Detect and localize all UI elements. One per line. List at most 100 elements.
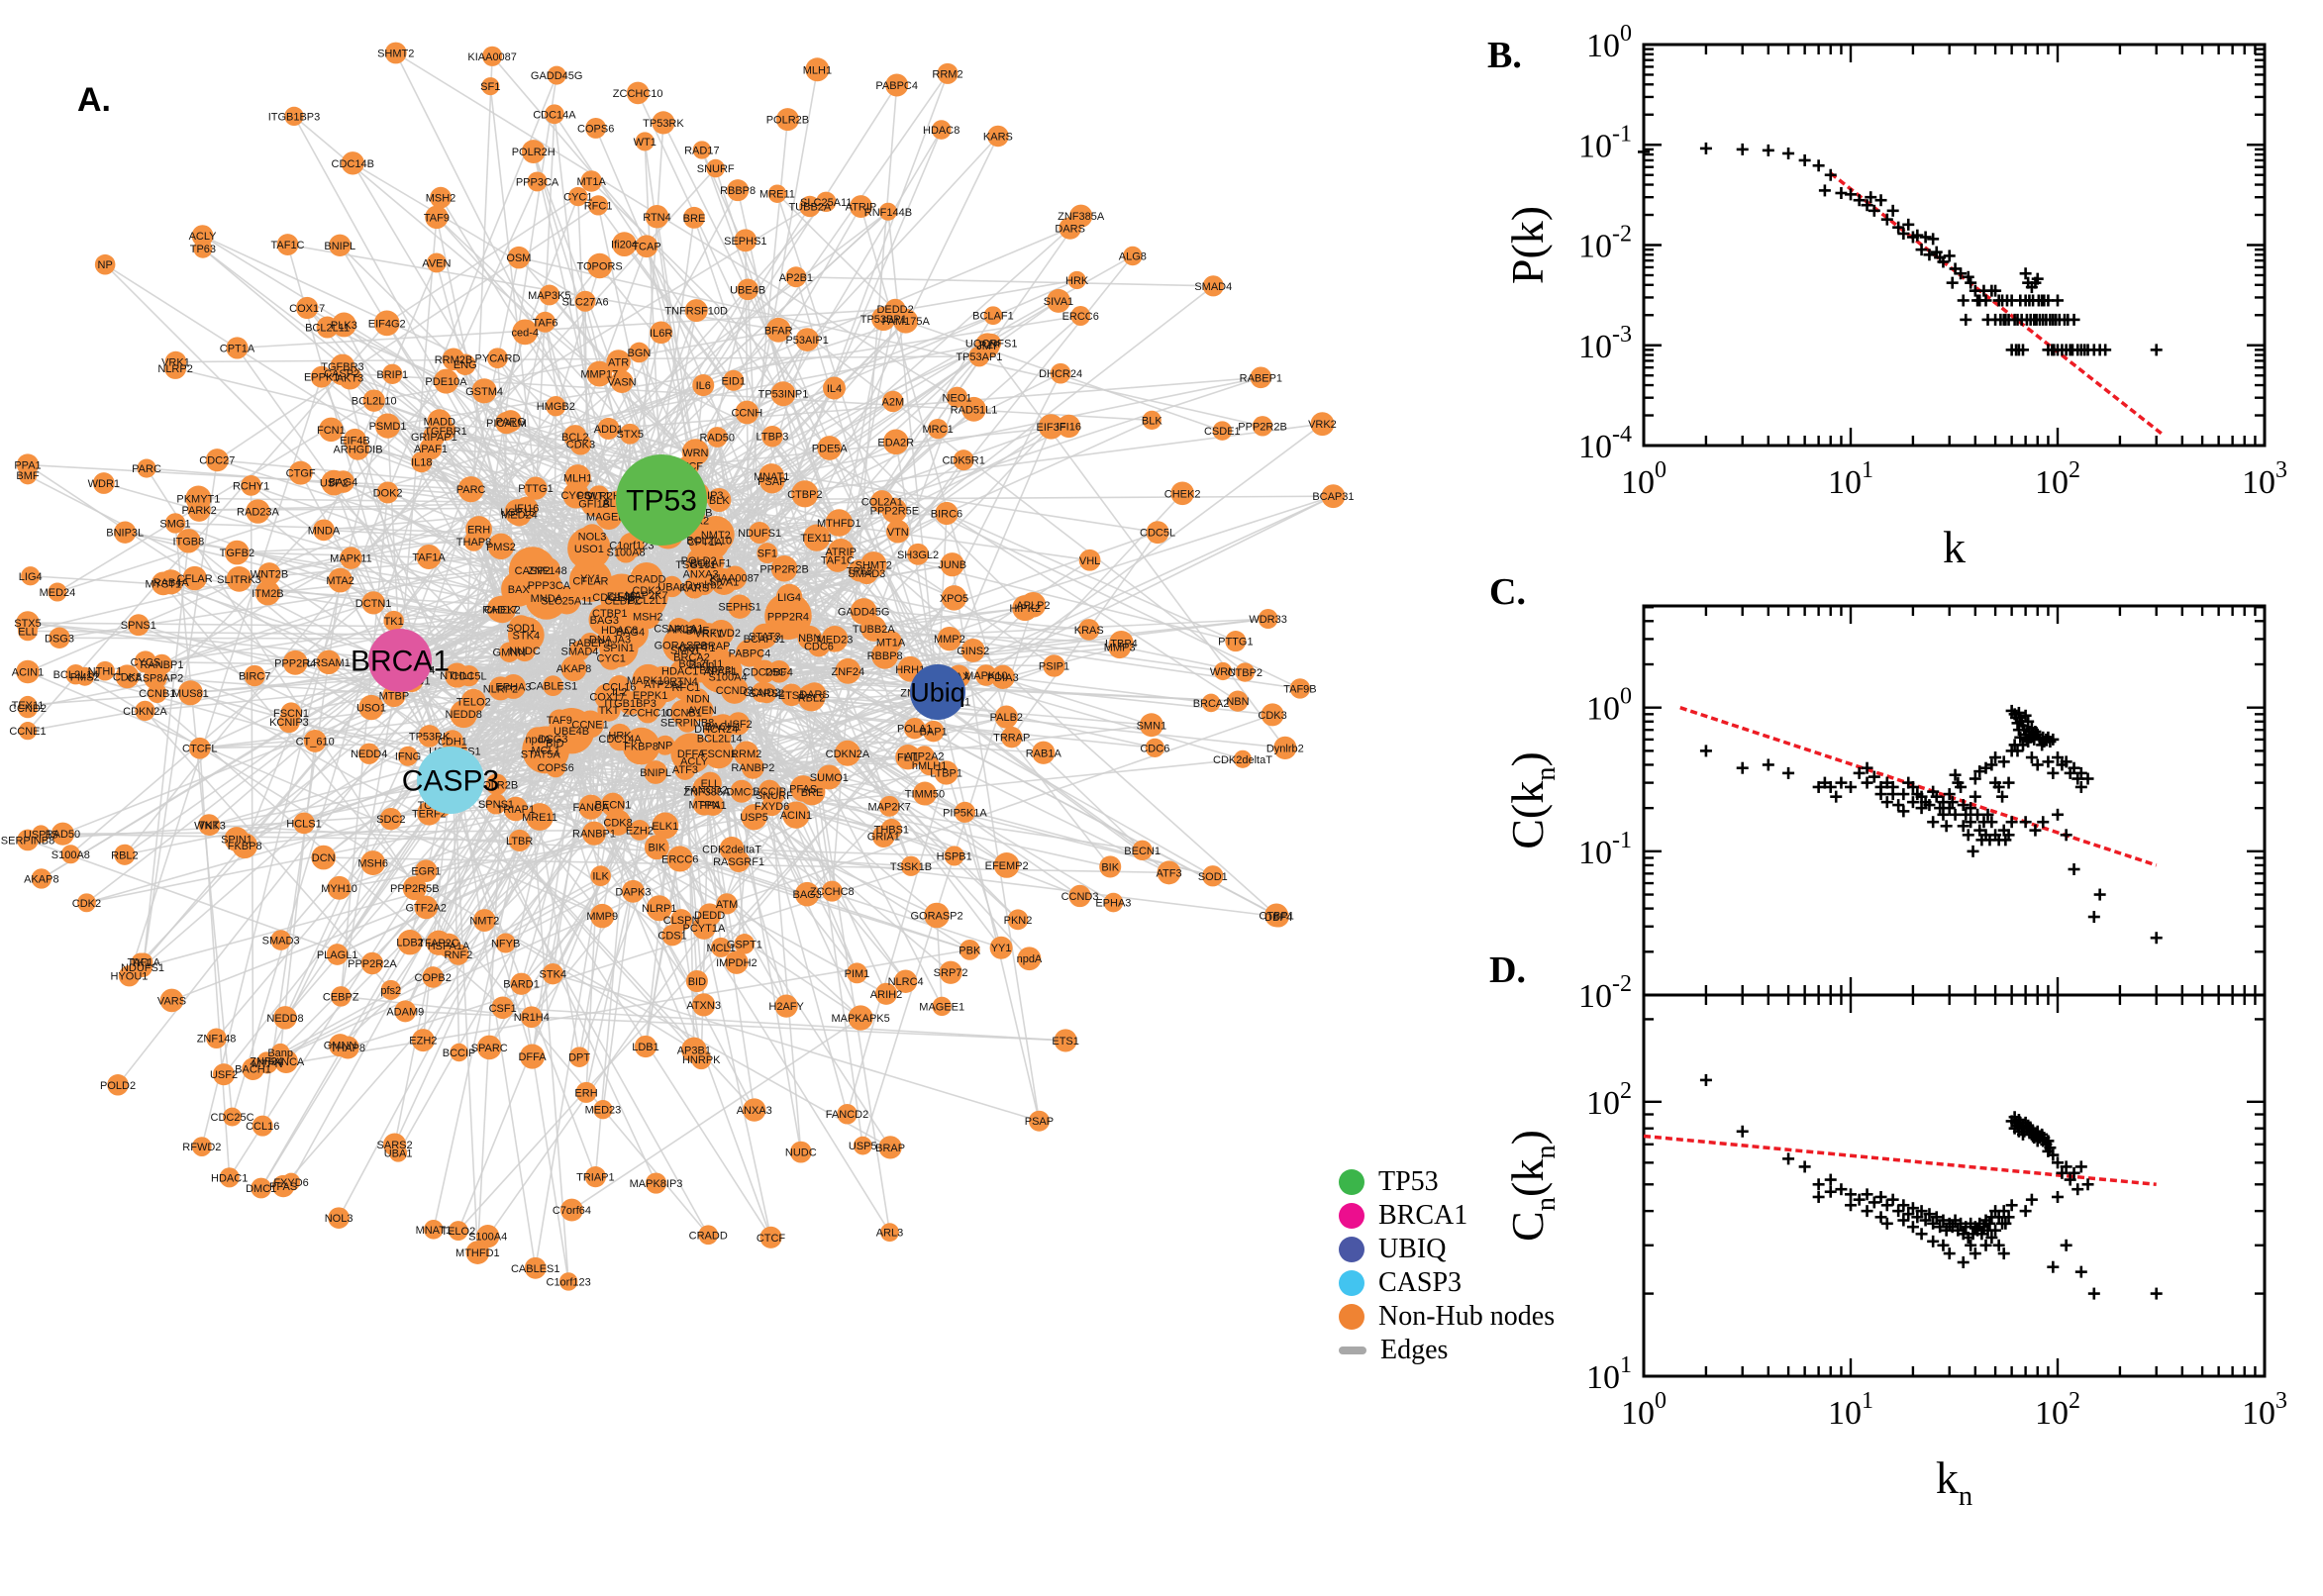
network-node[interactable] xyxy=(383,610,404,632)
network-node[interactable] xyxy=(871,642,899,669)
network-node[interactable] xyxy=(655,735,675,755)
network-node[interactable] xyxy=(828,538,855,565)
network-node[interactable] xyxy=(644,760,667,784)
network-node[interactable] xyxy=(756,682,777,704)
network-node[interactable] xyxy=(513,640,536,662)
network-node-label: STK4 xyxy=(540,969,567,981)
network-node-label: IL6 xyxy=(696,380,711,392)
network-node[interactable] xyxy=(545,756,566,778)
network-node[interactable] xyxy=(803,524,831,551)
network-node[interactable] xyxy=(749,521,771,545)
network-edge xyxy=(590,355,980,808)
network-node[interactable] xyxy=(770,554,798,582)
network-node[interactable] xyxy=(607,726,633,751)
network-node-label: CABLES1 xyxy=(511,1263,560,1275)
network-node[interactable] xyxy=(548,709,570,732)
network-node[interactable] xyxy=(485,793,507,815)
network-node[interactable] xyxy=(457,476,484,503)
network-node[interactable] xyxy=(802,682,827,707)
network-node[interactable] xyxy=(727,594,753,619)
network-node[interactable] xyxy=(707,487,732,513)
network-node[interactable] xyxy=(553,586,581,615)
network-node-label: TFAP2C xyxy=(418,938,459,949)
network-edge xyxy=(429,724,1152,815)
network-node[interactable] xyxy=(834,740,860,766)
network-node[interactable] xyxy=(670,699,697,726)
ubiq-hub-swatch-icon xyxy=(1339,1236,1364,1262)
network-node[interactable] xyxy=(560,655,587,682)
network-node[interactable] xyxy=(644,835,669,860)
network-node[interactable] xyxy=(716,664,740,689)
network-node[interactable] xyxy=(759,468,785,494)
network-node[interactable] xyxy=(460,688,486,714)
network-node[interactable] xyxy=(604,809,632,836)
network-node[interactable] xyxy=(501,674,526,699)
network-node-label: POLA1 xyxy=(897,724,932,736)
network-node[interactable] xyxy=(735,639,763,667)
network-node[interactable] xyxy=(722,565,748,590)
network-node[interactable] xyxy=(701,632,730,659)
network-node-label: SEPHS1 xyxy=(724,236,766,248)
network-node[interactable] xyxy=(637,580,657,601)
network-node-label: YY1 xyxy=(580,573,601,585)
legend-item-casp3: CASP3 xyxy=(1339,1268,1555,1296)
network-node[interactable] xyxy=(835,657,861,684)
network-node[interactable] xyxy=(515,496,539,520)
network-node[interactable] xyxy=(524,476,548,500)
network-node[interactable] xyxy=(825,509,854,537)
network-node[interactable] xyxy=(706,427,728,448)
network-node[interactable] xyxy=(599,646,624,670)
network-edge xyxy=(861,604,1035,1147)
network-node[interactable] xyxy=(660,575,683,598)
network-node[interactable] xyxy=(578,565,603,591)
network-node[interactable] xyxy=(693,531,716,552)
network-node[interactable] xyxy=(526,803,554,831)
network-edge xyxy=(553,972,1040,1122)
network-node[interactable] xyxy=(797,625,822,650)
network-node[interactable] xyxy=(666,846,693,872)
network-node[interactable] xyxy=(463,531,484,551)
network-node-label: VTN xyxy=(887,527,909,539)
network-node[interactable] xyxy=(741,804,767,831)
network-node-label: CDK2deltaT xyxy=(1213,754,1272,766)
network-node[interactable] xyxy=(508,615,534,641)
network-node[interactable] xyxy=(775,583,803,611)
network-node[interactable] xyxy=(782,801,810,829)
network-node-label: AKAP8 xyxy=(556,663,591,675)
network-node[interactable] xyxy=(416,544,442,569)
network-node[interactable] xyxy=(445,662,470,688)
network-node-label: RAD17 xyxy=(684,146,719,157)
network-node[interactable] xyxy=(821,625,849,652)
network-node-label: MTPN xyxy=(689,799,720,811)
network-node-label: JUNB xyxy=(938,559,966,571)
network-node[interactable] xyxy=(418,725,441,748)
network-node[interactable] xyxy=(619,423,641,445)
network-node-label: GADD45G xyxy=(531,70,583,82)
casp3-hub-swatch-icon xyxy=(1339,1269,1364,1296)
network-node[interactable] xyxy=(637,701,659,724)
network-node[interactable] xyxy=(767,660,791,683)
network-node[interactable] xyxy=(635,603,660,630)
network-node[interactable] xyxy=(757,543,778,564)
network-edge xyxy=(452,741,479,1253)
network-node-label: NEDD8 xyxy=(266,1013,303,1025)
network-node[interactable] xyxy=(791,480,819,508)
network-node-label: STX5 xyxy=(14,618,42,630)
network-node[interactable] xyxy=(860,615,887,642)
network-node-label: PCYT1A xyxy=(683,923,726,935)
network-node-label: C7orf64 xyxy=(553,1205,591,1217)
network-node[interactable] xyxy=(579,524,605,549)
network-node-label: SIVA1 xyxy=(1044,296,1073,308)
network-edge xyxy=(693,217,836,640)
network-node[interactable] xyxy=(581,821,607,846)
network-node[interactable] xyxy=(503,796,529,822)
network-node[interactable] xyxy=(485,773,508,796)
network-node[interactable] xyxy=(763,784,785,806)
network-node-label: ATF3 xyxy=(672,764,698,776)
network-node[interactable] xyxy=(576,710,604,739)
network-node-label: DPT xyxy=(568,1052,590,1064)
network-node[interactable] xyxy=(543,675,563,697)
network-node[interactable] xyxy=(597,698,621,722)
legend-item-nonhub: Non-Hub nodes xyxy=(1339,1302,1555,1330)
